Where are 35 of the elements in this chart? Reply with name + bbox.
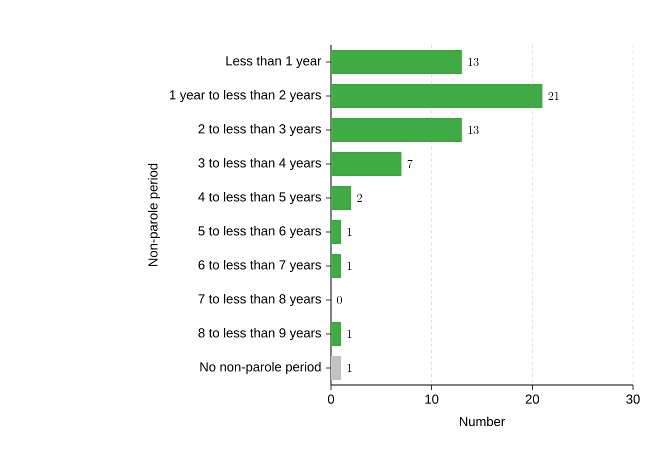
bar	[331, 186, 352, 210]
data-label: 1	[348, 364, 352, 372]
data-label: 1	[348, 262, 352, 270]
data-label: 21	[548, 92, 559, 100]
bar	[331, 254, 342, 278]
x-tick-label: 30	[626, 394, 640, 404]
bar	[331, 152, 402, 176]
x-tick-label: 20	[526, 394, 540, 404]
y-tick-label: 7 to less than 8 years	[198, 294, 321, 306]
y-tick-label: 6 to less than 7 years	[198, 260, 321, 272]
y-tick-label: 5 to less than 6 years	[198, 226, 321, 238]
data-label: 1	[348, 228, 352, 236]
y-tick-label: 2 to less than 3 years	[198, 124, 321, 136]
x-axis-title: Number	[460, 416, 505, 426]
data-label: 0	[337, 296, 342, 304]
data-label: 13	[468, 126, 479, 134]
bar	[331, 356, 342, 380]
y-tick-label: No non-parole period	[200, 362, 321, 374]
data-label: 7	[408, 160, 413, 168]
x-tick-label: 10	[425, 394, 438, 404]
data-label: 1	[348, 330, 352, 338]
bar	[331, 322, 342, 346]
bar	[331, 50, 462, 74]
bar	[331, 84, 542, 108]
y-tick-label: 8 to less than 9 years	[198, 328, 321, 340]
data-label: 2	[357, 194, 362, 202]
bar	[331, 220, 342, 244]
data-label: 13	[468, 58, 479, 66]
y-tick-label: 3 to less than 4 years	[198, 158, 321, 170]
y-tick-label: Less than 1 year	[226, 56, 322, 68]
x-tick-label: 0	[328, 394, 334, 404]
bar	[331, 118, 462, 142]
y-tick-label: 4 to less than 5 years	[198, 192, 321, 204]
y-axis-title: Non-parole period	[148, 164, 160, 266]
y-tick-label: 1 year to less than 2 years	[170, 90, 321, 102]
